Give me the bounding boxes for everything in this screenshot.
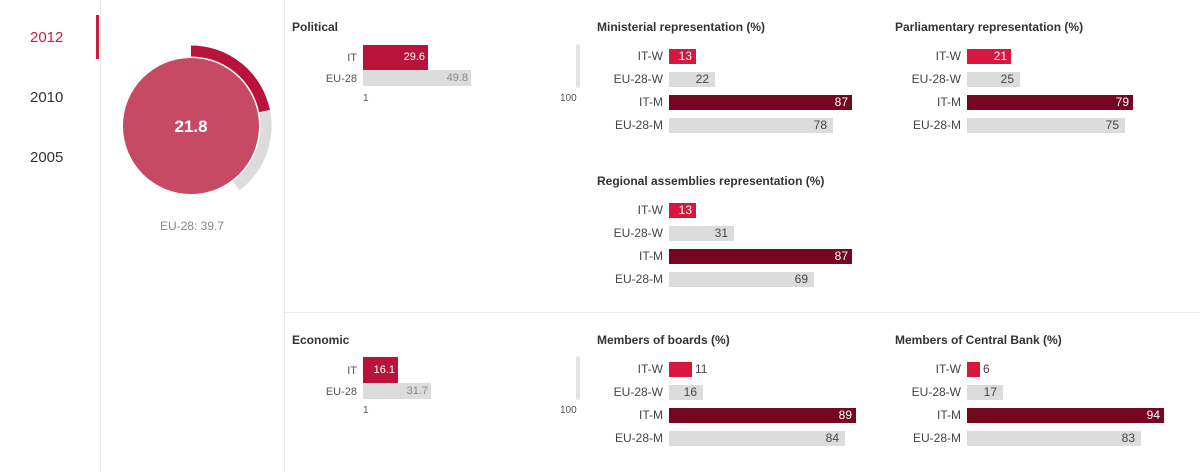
axis-max-label: 100: [560, 93, 577, 104]
axis-max-label: 100: [560, 405, 577, 416]
boards-bar-value: 89: [838, 408, 852, 422]
economic-title: Economic: [292, 333, 350, 347]
regional-bar-value: 87: [834, 249, 848, 263]
axis-min-label: 1: [363, 405, 369, 416]
central-bank-bar-value: 83: [1121, 431, 1135, 445]
regional-row-label: EU-28-W: [613, 226, 663, 240]
parliamentary-row-label: EU-28-M: [912, 118, 961, 132]
ministerial-bar-value: 78: [813, 118, 827, 132]
boards-bar: [669, 431, 845, 446]
political-it-value: 29.6: [403, 51, 425, 63]
gauge-eu-caption: EU-28: 39.7: [159, 219, 225, 233]
year-2010-tab[interactable]: 2010: [30, 89, 64, 106]
central-bank-bar: [967, 408, 1164, 423]
regional-title: Regional assemblies representation (%): [597, 174, 825, 188]
parliamentary-bar-value: 21: [993, 49, 1007, 63]
row-label: EU-28: [325, 73, 357, 85]
ministerial-bar: [669, 95, 852, 110]
year-2012-tab[interactable]: 2012: [30, 29, 64, 46]
central-bank-row-label: IT-W: [935, 362, 961, 376]
regional-row-label: IT-W: [637, 203, 663, 217]
boards-row-label: EU-28-M: [614, 431, 663, 445]
parliamentary-title: Parliamentary representation (%): [895, 20, 1084, 34]
central-bank-row-label: IT-M: [937, 408, 961, 422]
political-it-bar: [363, 45, 428, 70]
regional-bar: [669, 203, 696, 218]
parliamentary-bar: [967, 118, 1125, 133]
regional-bar: [669, 272, 814, 287]
boards-bar-value: 11: [695, 362, 708, 376]
regional-row-label: IT-M: [639, 249, 663, 263]
boards-bar: [669, 362, 692, 377]
ministerial-title: Ministerial representation (%): [597, 20, 766, 34]
score-gauge: 21.8: [123, 45, 272, 194]
economic-it-value: 16.1: [373, 364, 395, 376]
boards-row-label: IT-W: [637, 362, 663, 376]
regional-row-label: EU-28-M: [614, 272, 663, 286]
axis-min-label: 1: [363, 93, 369, 104]
boards-bar: [669, 385, 703, 400]
political-eu-value: 49.8: [446, 72, 468, 84]
central-bank-row-label: EU-28-M: [912, 431, 961, 445]
ministerial-row-label: IT-M: [639, 95, 663, 109]
section-divider: [285, 312, 1200, 313]
divider: [100, 195, 101, 472]
row-label: IT: [347, 52, 357, 64]
central-bank-row-label: EU-28-W: [911, 385, 961, 399]
central-bank-bar: [967, 385, 1003, 400]
central-bank-bar: [967, 431, 1141, 446]
parliamentary-row-label: EU-28-W: [911, 72, 961, 86]
parliamentary-bar-value: 25: [1000, 72, 1014, 86]
ministerial-bar-value: 87: [834, 95, 848, 109]
year-2005-tab[interactable]: 2005: [30, 149, 64, 166]
regional-bar-value: 31: [714, 226, 728, 240]
boards-bar-value: 16: [683, 385, 697, 399]
divider: [284, 0, 285, 472]
row-label: IT: [347, 365, 357, 377]
regional-bar: [669, 226, 734, 241]
scale-bar: [576, 356, 580, 400]
scale-bar: [576, 44, 580, 88]
regional-bar-value: 69: [794, 272, 808, 286]
parliamentary-bar-value: 79: [1115, 95, 1129, 109]
gauge-value: 21.8: [174, 117, 207, 136]
central-bank-bar-value: 94: [1146, 408, 1160, 422]
boards-bar: [669, 408, 856, 423]
boards-bar-value: 84: [825, 431, 839, 445]
selected-year-indicator: [96, 15, 99, 59]
parliamentary-bar: [967, 95, 1133, 110]
political-title: Political: [292, 20, 339, 34]
ministerial-bar-value: 13: [678, 49, 692, 63]
gauge-value-arc: [190, 45, 270, 113]
ministerial-bar: [669, 49, 696, 64]
ministerial-row-label: EU-28-M: [614, 118, 663, 132]
boards-title: Members of boards (%): [597, 333, 730, 347]
parliamentary-bar: [967, 72, 1020, 87]
central-bank-bar-value: 6: [983, 362, 990, 376]
ministerial-row-label: EU-28-W: [613, 72, 663, 86]
year-nav: 2012 2010 2005: [0, 0, 101, 195]
political-eu-bar: [363, 70, 471, 86]
ministerial-bar: [669, 72, 715, 87]
regional-bar-value: 13: [678, 203, 692, 217]
row-label: EU-28: [325, 386, 357, 398]
central-bank-title: Members of Central Bank (%): [895, 333, 1062, 347]
regional-bar: [669, 249, 852, 264]
boards-row-label: IT-M: [639, 408, 663, 422]
central-bank-bar-value: 17: [983, 385, 997, 399]
economic-eu-bar: [363, 383, 431, 399]
boards-row-label: EU-28-W: [613, 385, 663, 399]
parliamentary-row-label: IT-W: [935, 49, 961, 63]
parliamentary-bar-value: 75: [1105, 118, 1119, 132]
parliamentary-bar: [967, 49, 1011, 64]
ministerial-row-label: IT-W: [637, 49, 663, 63]
central-bank-bar: [967, 362, 980, 377]
parliamentary-row-label: IT-M: [937, 95, 961, 109]
economic-eu-value: 31.7: [406, 385, 428, 397]
ministerial-bar-value: 22: [695, 72, 709, 86]
ministerial-bar: [669, 118, 833, 133]
gauge-disc: [123, 58, 259, 194]
economic-it-bar: [363, 357, 398, 383]
